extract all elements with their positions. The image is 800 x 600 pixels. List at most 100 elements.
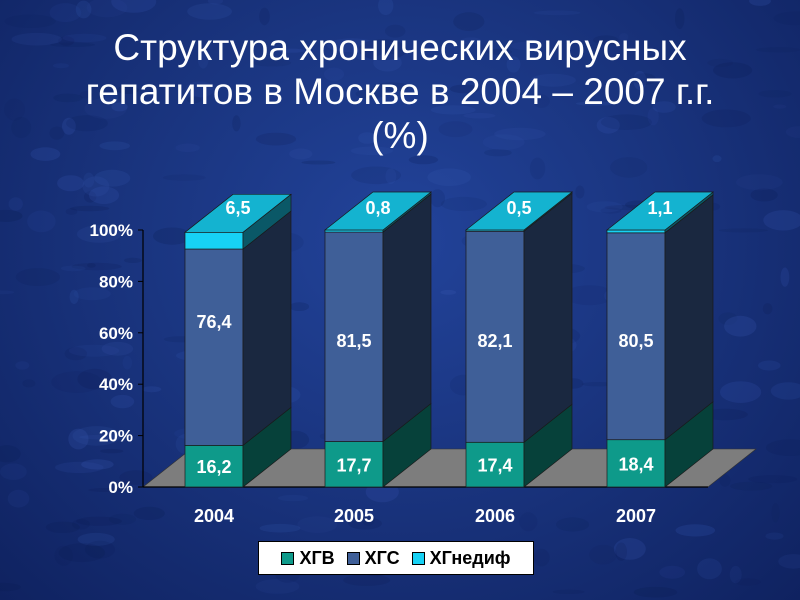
texture-spot [351, 166, 401, 185]
texture-spot [652, 101, 676, 113]
texture-spot [511, 41, 541, 51]
texture-spot [187, 3, 233, 20]
title-line-3: (%) [371, 115, 429, 156]
texture-spot [564, 285, 615, 306]
texture-spot [255, 132, 297, 146]
texture-spot [762, 303, 773, 315]
texture-spot [62, 33, 107, 43]
texture-spot [440, 196, 487, 212]
texture-spot [749, 0, 771, 6]
texture-spot [581, 382, 615, 387]
x-tick-label: 2007 [616, 506, 656, 526]
texture-spot [463, 112, 496, 119]
data-label-hgv: 16,2 [196, 457, 231, 477]
texture-spot [76, 516, 122, 526]
texture-spot [100, 448, 124, 454]
texture-spot [675, 8, 685, 30]
texture-spot [373, 53, 402, 72]
bar-top-face [464, 191, 574, 231]
texture-spot [323, 67, 345, 81]
texture-spot [185, 81, 215, 98]
texture-spot [197, 50, 209, 69]
legend-item-hgs: ХГС [346, 548, 400, 569]
texture-spot [88, 488, 126, 492]
data-label-hgv: 18,4 [618, 454, 653, 474]
texture-spot [278, 494, 308, 502]
texture-spot [358, 132, 377, 144]
texture-spot [438, 121, 473, 138]
texture-spot [633, 586, 678, 598]
texture-spot [659, 565, 686, 579]
texture-spot [119, 470, 153, 485]
bar-segment [184, 248, 244, 446]
texture-spot [519, 512, 538, 532]
texture-spot [94, 169, 131, 187]
data-label-hg-nedif: 6,5 [225, 198, 250, 218]
texture-spot [232, 115, 241, 132]
bar-segment [324, 441, 384, 488]
texture-spot [453, 12, 485, 31]
texture-spot [730, 481, 773, 491]
texture-spot [162, 174, 206, 181]
texture-spot [697, 558, 722, 580]
x-tick-label: 2004 [194, 506, 234, 526]
texture-spot [101, 341, 134, 356]
data-label-hg-nedif: 0,5 [506, 198, 531, 218]
texture-spot [72, 426, 121, 446]
texture-spot [615, 542, 627, 561]
texture-spot [326, 38, 378, 53]
texture-spot [68, 428, 89, 450]
texture-spot [350, 146, 394, 156]
texture-spot [58, 36, 75, 46]
texture-spot [430, 105, 476, 115]
texture-spot [252, 59, 292, 67]
texture-spot [427, 168, 472, 186]
texture-spot [719, 228, 768, 233]
texture-spot [610, 157, 648, 178]
texture-spot [8, 197, 23, 211]
texture-spot [79, 434, 125, 440]
texture-spot [297, 516, 338, 533]
texture-spot [729, 565, 742, 584]
texture-spot [0, 463, 27, 481]
texture-spot [259, 7, 270, 26]
data-label-hgs: 81,5 [336, 331, 371, 351]
texture-spot [111, 0, 157, 13]
texture-spot [718, 312, 738, 326]
data-label-hgs: 76,4 [196, 312, 231, 332]
data-label-hg-nedif: 0,8 [365, 198, 390, 218]
legend-swatch-hgs [346, 551, 360, 565]
data-label-hgs: 80,5 [618, 331, 653, 351]
texture-spot [53, 93, 83, 103]
bar-segment-side [242, 210, 292, 447]
texture-spot [4, 14, 56, 28]
texture-spot [49, 3, 82, 23]
texture-spot [770, 382, 800, 400]
texture-spot [712, 155, 722, 163]
texture-spot [49, 126, 65, 140]
texture-spot [133, 506, 165, 520]
texture-spot [77, 368, 113, 390]
texture-spot [69, 289, 79, 304]
texture-spot [713, 62, 753, 79]
x-tick-label: 2005 [334, 506, 374, 526]
texture-spot [141, 386, 162, 393]
texture-spot [122, 355, 133, 370]
texture-spot [766, 439, 800, 456]
texture-spot [735, 578, 761, 586]
data-label-hgs: 82,1 [477, 331, 512, 351]
texture-spot [533, 10, 581, 16]
texture-spot [600, 114, 652, 130]
texture-spot [109, 513, 136, 525]
texture-spot [123, 257, 142, 263]
texture-spot [87, 263, 96, 268]
texture-spot [758, 90, 792, 98]
texture-spot [593, 35, 619, 45]
slide-title: Структура хронических вирусных гепатитов… [0, 26, 800, 158]
texture-spot [780, 267, 790, 287]
texture-spot [84, 98, 127, 119]
texture-spot [289, 148, 313, 160]
texture-spot [484, 149, 512, 157]
texture-spot [0, 582, 21, 592]
texture-spot [778, 554, 800, 569]
